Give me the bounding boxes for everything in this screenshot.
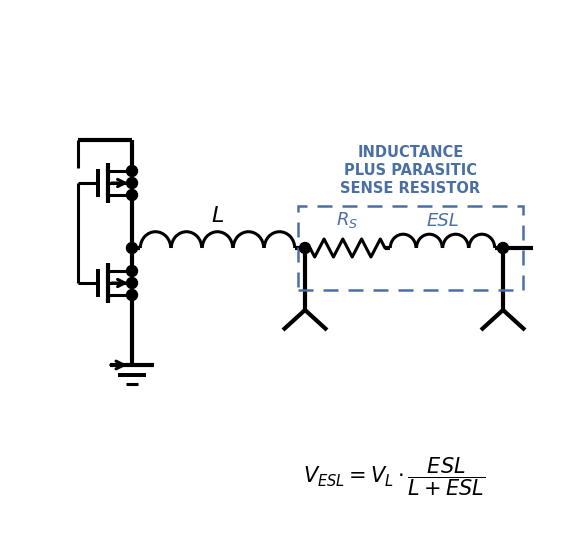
- Text: $V_{ESL} = V_L \cdot \dfrac{ESL}{L + ESL}$: $V_{ESL} = V_L \cdot \dfrac{ESL}{L + ESL…: [303, 455, 485, 498]
- Bar: [298, 206, 523, 290]
- Text: SENSE RESISTOR: SENSE RESISTOR: [340, 181, 481, 196]
- Text: PLUS PARASITIC: PLUS PARASITIC: [344, 163, 477, 178]
- Circle shape: [498, 243, 509, 254]
- Circle shape: [126, 265, 137, 277]
- Circle shape: [126, 165, 137, 176]
- Circle shape: [126, 289, 137, 300]
- Circle shape: [126, 277, 137, 288]
- Text: $R_S$: $R_S$: [336, 210, 358, 230]
- Circle shape: [299, 243, 310, 254]
- Text: INDUCTANCE: INDUCTANCE: [357, 145, 463, 160]
- Circle shape: [126, 178, 137, 189]
- Text: ESL: ESL: [426, 212, 459, 230]
- Circle shape: [126, 243, 137, 254]
- Text: $L$: $L$: [211, 206, 224, 226]
- Circle shape: [126, 190, 137, 201]
